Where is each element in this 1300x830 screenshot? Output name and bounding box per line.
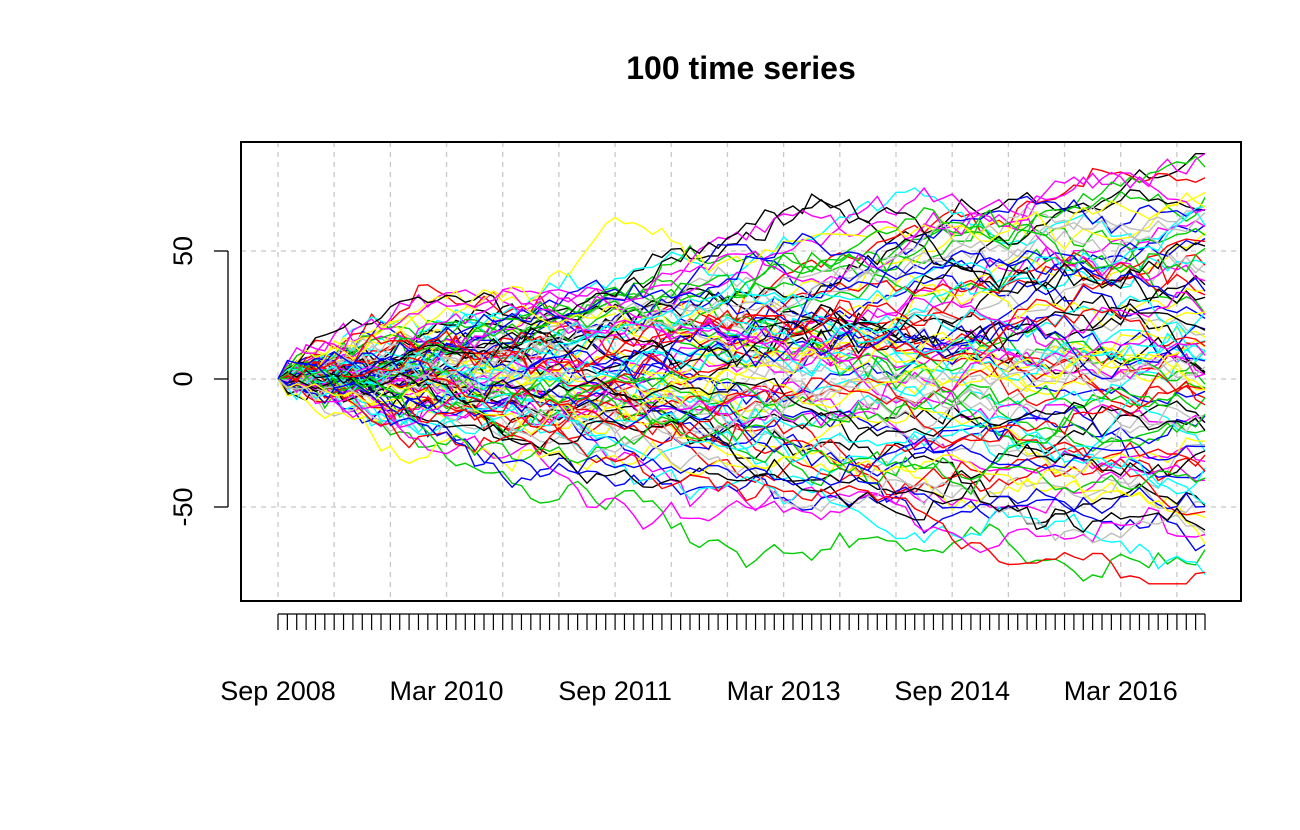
series-line	[277, 359, 1205, 486]
y-tick-label: 0	[168, 371, 198, 386]
x-tick-label: Mar 2016	[1064, 676, 1178, 706]
series-line	[277, 207, 1206, 391]
series-line	[277, 375, 1206, 499]
series-line	[277, 227, 1206, 380]
x-tick-label: Sep 2011	[558, 676, 672, 706]
series-line	[277, 349, 1206, 472]
series-line	[277, 289, 1206, 408]
series-line	[277, 258, 1206, 428]
series-line	[277, 291, 1206, 429]
series-line	[277, 369, 1206, 505]
series-line	[277, 308, 1206, 382]
series-line	[277, 339, 1206, 480]
chart-title: 100 time series	[626, 50, 856, 86]
series-line	[277, 360, 1206, 534]
x-tick-label: Mar 2013	[727, 676, 841, 706]
series-line	[277, 198, 1206, 380]
series-line	[277, 377, 1206, 534]
series-line	[277, 356, 1206, 444]
series-line	[277, 339, 1206, 413]
series-line	[277, 186, 1206, 395]
y-tick-label: -50	[168, 487, 198, 526]
x-tick-label: Mar 2010	[390, 676, 504, 706]
series-line	[277, 232, 1206, 405]
series-line	[277, 359, 1206, 424]
series-line	[277, 378, 1206, 544]
axis-layer: Sep 2008 Mar 2010 Sep 2011 Mar 2013 Sep 2014…	[168, 236, 1206, 706]
series-line	[277, 309, 1206, 392]
series-line	[277, 361, 1206, 496]
series-line	[277, 155, 1206, 395]
series-line	[277, 303, 1206, 390]
plot-border	[240, 141, 1242, 602]
series-line	[277, 205, 1206, 383]
series-line	[277, 362, 1206, 585]
series-line	[277, 305, 1206, 495]
series-line	[277, 348, 1206, 440]
series-line	[277, 152, 1205, 380]
series-line	[277, 333, 1206, 494]
series-line	[277, 369, 1206, 437]
series-line	[277, 288, 1206, 380]
series-line	[277, 238, 1206, 434]
series-line	[277, 212, 1206, 391]
y-tick-label: 50	[168, 236, 198, 266]
x-tick-label: Sep 2014	[894, 676, 1010, 706]
series-layer	[277, 152, 1206, 585]
series-line	[277, 368, 1206, 487]
series-line	[277, 366, 1206, 544]
x-tick-label: Sep 2008	[220, 676, 336, 706]
